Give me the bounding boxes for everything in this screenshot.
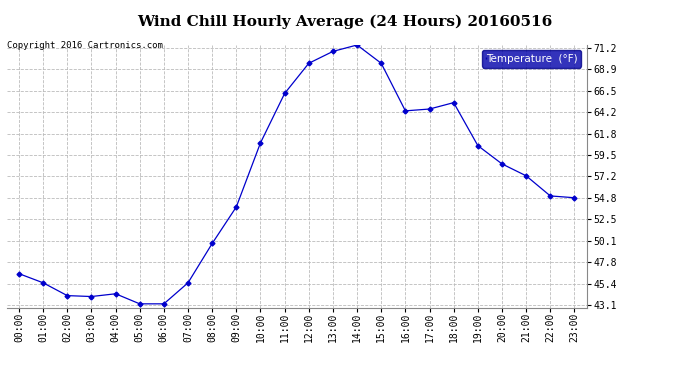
Legend: Temperature  (°F): Temperature (°F) — [482, 50, 581, 68]
Text: Copyright 2016 Cartronics.com: Copyright 2016 Cartronics.com — [7, 41, 163, 50]
Text: Wind Chill Hourly Average (24 Hours) 20160516: Wind Chill Hourly Average (24 Hours) 201… — [137, 15, 553, 29]
